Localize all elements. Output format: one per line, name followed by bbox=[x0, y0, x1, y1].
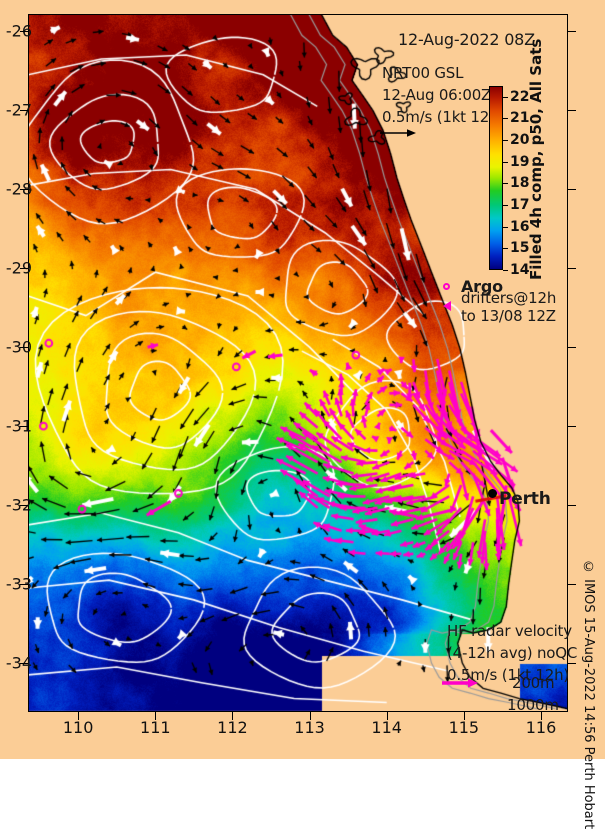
perth-city-label: Perth bbox=[499, 489, 551, 509]
gsl-legend-title: NRT00 GSL bbox=[382, 64, 464, 82]
colorbar-tick-label: 16 bbox=[510, 218, 530, 235]
y-axis-tick-label: -33 bbox=[5, 574, 32, 594]
y-axis-tick-mark bbox=[20, 584, 28, 586]
colorbar-tick-mark bbox=[503, 140, 508, 142]
x-axis-tick-label: 116 bbox=[525, 718, 557, 737]
y-axis-tick-label: -30 bbox=[5, 337, 32, 357]
x-axis-tick-mark bbox=[232, 712, 234, 720]
y-axis-tick-mark bbox=[20, 426, 28, 428]
y-axis-tick-mark bbox=[20, 505, 28, 507]
y-axis-tick-mark bbox=[20, 347, 28, 349]
x-axis-tick-mark bbox=[386, 712, 388, 720]
y-axis-tick-label: -32 bbox=[5, 495, 32, 515]
y-axis-tick-label: -29 bbox=[5, 258, 32, 278]
x-axis-tick-label: 113 bbox=[294, 718, 325, 737]
y-axis-tick-mark bbox=[20, 31, 28, 33]
colorbar-tick-label: 14 bbox=[510, 262, 530, 278]
x-axis-tick-label: 110 bbox=[62, 718, 94, 737]
y-axis-tick-mark bbox=[568, 663, 576, 665]
y-axis-tick-mark bbox=[20, 110, 28, 112]
colorbar-tick-mark bbox=[503, 248, 508, 250]
y-axis-tick-label: -31 bbox=[5, 416, 32, 436]
x-axis-tick-mark bbox=[541, 712, 542, 720]
hf-radar-legend-title: HF radar velocity bbox=[447, 622, 572, 640]
x-axis-tick-mark bbox=[309, 712, 311, 720]
y-axis-tick-mark bbox=[568, 347, 576, 349]
y-axis-tick-mark bbox=[568, 189, 576, 191]
colorbar-tick-label: 22 bbox=[510, 88, 530, 105]
y-axis-tick-mark bbox=[568, 110, 576, 112]
y-axis-tick-label: -26 bbox=[5, 21, 32, 41]
hf-radar-legend-qc: (4-12h avg) noQC bbox=[447, 644, 578, 662]
colorbar-tick-mark bbox=[503, 161, 508, 163]
colorbar-tick-label: 19 bbox=[510, 153, 530, 170]
colorbar-title: Filled 4h comp, p50, All Sats bbox=[527, 38, 545, 280]
argo-float-marker-icon bbox=[443, 283, 450, 290]
argo-legend-title: Argo bbox=[461, 277, 503, 296]
bathymetry-1000m-label: 1000m bbox=[507, 696, 559, 714]
x-axis-tick-label: 111 bbox=[140, 718, 171, 737]
colorbar-gradient bbox=[489, 86, 503, 270]
y-axis-tick-mark bbox=[568, 426, 576, 428]
bathymetry-200m-label: 200m bbox=[512, 674, 555, 692]
colorbar-tick-label: 15 bbox=[510, 240, 530, 257]
y-axis-tick-mark bbox=[20, 663, 28, 665]
y-axis-tick-mark bbox=[20, 189, 28, 191]
hf-radar-reference-arrow-icon bbox=[442, 678, 478, 688]
x-axis-tick-mark bbox=[155, 712, 157, 720]
colorbar-tick-mark bbox=[503, 118, 508, 120]
date-stamp: 12-Aug-2022 08Z bbox=[398, 30, 535, 49]
colorbar-tick-label: 18 bbox=[510, 175, 530, 192]
colorbar-tick-label: 17 bbox=[510, 197, 530, 214]
x-axis-tick-label: 115 bbox=[448, 718, 480, 737]
colorbar-tick-mark bbox=[503, 270, 508, 271]
colorbar-tick-mark bbox=[503, 183, 508, 185]
colorbar-tick-mark bbox=[503, 205, 508, 207]
hf-radar-legend-scale: 0.5m/s (1kt 12h) bbox=[447, 666, 570, 684]
y-axis-tick-mark bbox=[568, 505, 576, 507]
gsl-reference-arrow-icon bbox=[380, 129, 416, 137]
colorbar-tick-mark bbox=[503, 96, 508, 98]
y-axis-tick-mark bbox=[568, 31, 576, 33]
map-plot-area[interactable] bbox=[28, 14, 568, 712]
argo-legend-drifters: drifters@12h bbox=[461, 289, 557, 307]
colorbar-tick-label: 21 bbox=[510, 110, 530, 127]
y-axis-tick-mark bbox=[568, 584, 576, 586]
gsl-legend-scale: 0.5m/s (1kt 12h) bbox=[382, 108, 505, 126]
x-axis-tick-mark bbox=[78, 712, 80, 720]
drifter-marker-icon bbox=[443, 301, 451, 311]
x-axis-tick-mark bbox=[463, 712, 465, 720]
y-axis-tick-label: -27 bbox=[5, 100, 32, 120]
y-axis-tick-mark bbox=[568, 268, 576, 270]
x-axis-tick-label: 112 bbox=[217, 718, 248, 737]
colorbar-tick-mark bbox=[503, 226, 508, 228]
credit-text: © IMOS 15-Aug-2022 14:56 Perth Hobart bbox=[581, 560, 596, 829]
argo-legend-period: to 13/08 12Z bbox=[461, 307, 556, 325]
gsl-legend-time: 12-Aug 06:00Z bbox=[382, 86, 492, 104]
perth-city-marker-icon bbox=[488, 489, 497, 498]
colorbar-tick-label: 20 bbox=[510, 132, 530, 149]
vector-contour-overlay-layer bbox=[28, 14, 568, 712]
y-axis-tick-mark bbox=[20, 268, 28, 270]
y-axis-tick-label: -28 bbox=[5, 179, 32, 199]
x-axis-tick-label: 114 bbox=[371, 718, 402, 737]
y-axis-tick-label: -34 bbox=[5, 653, 32, 673]
